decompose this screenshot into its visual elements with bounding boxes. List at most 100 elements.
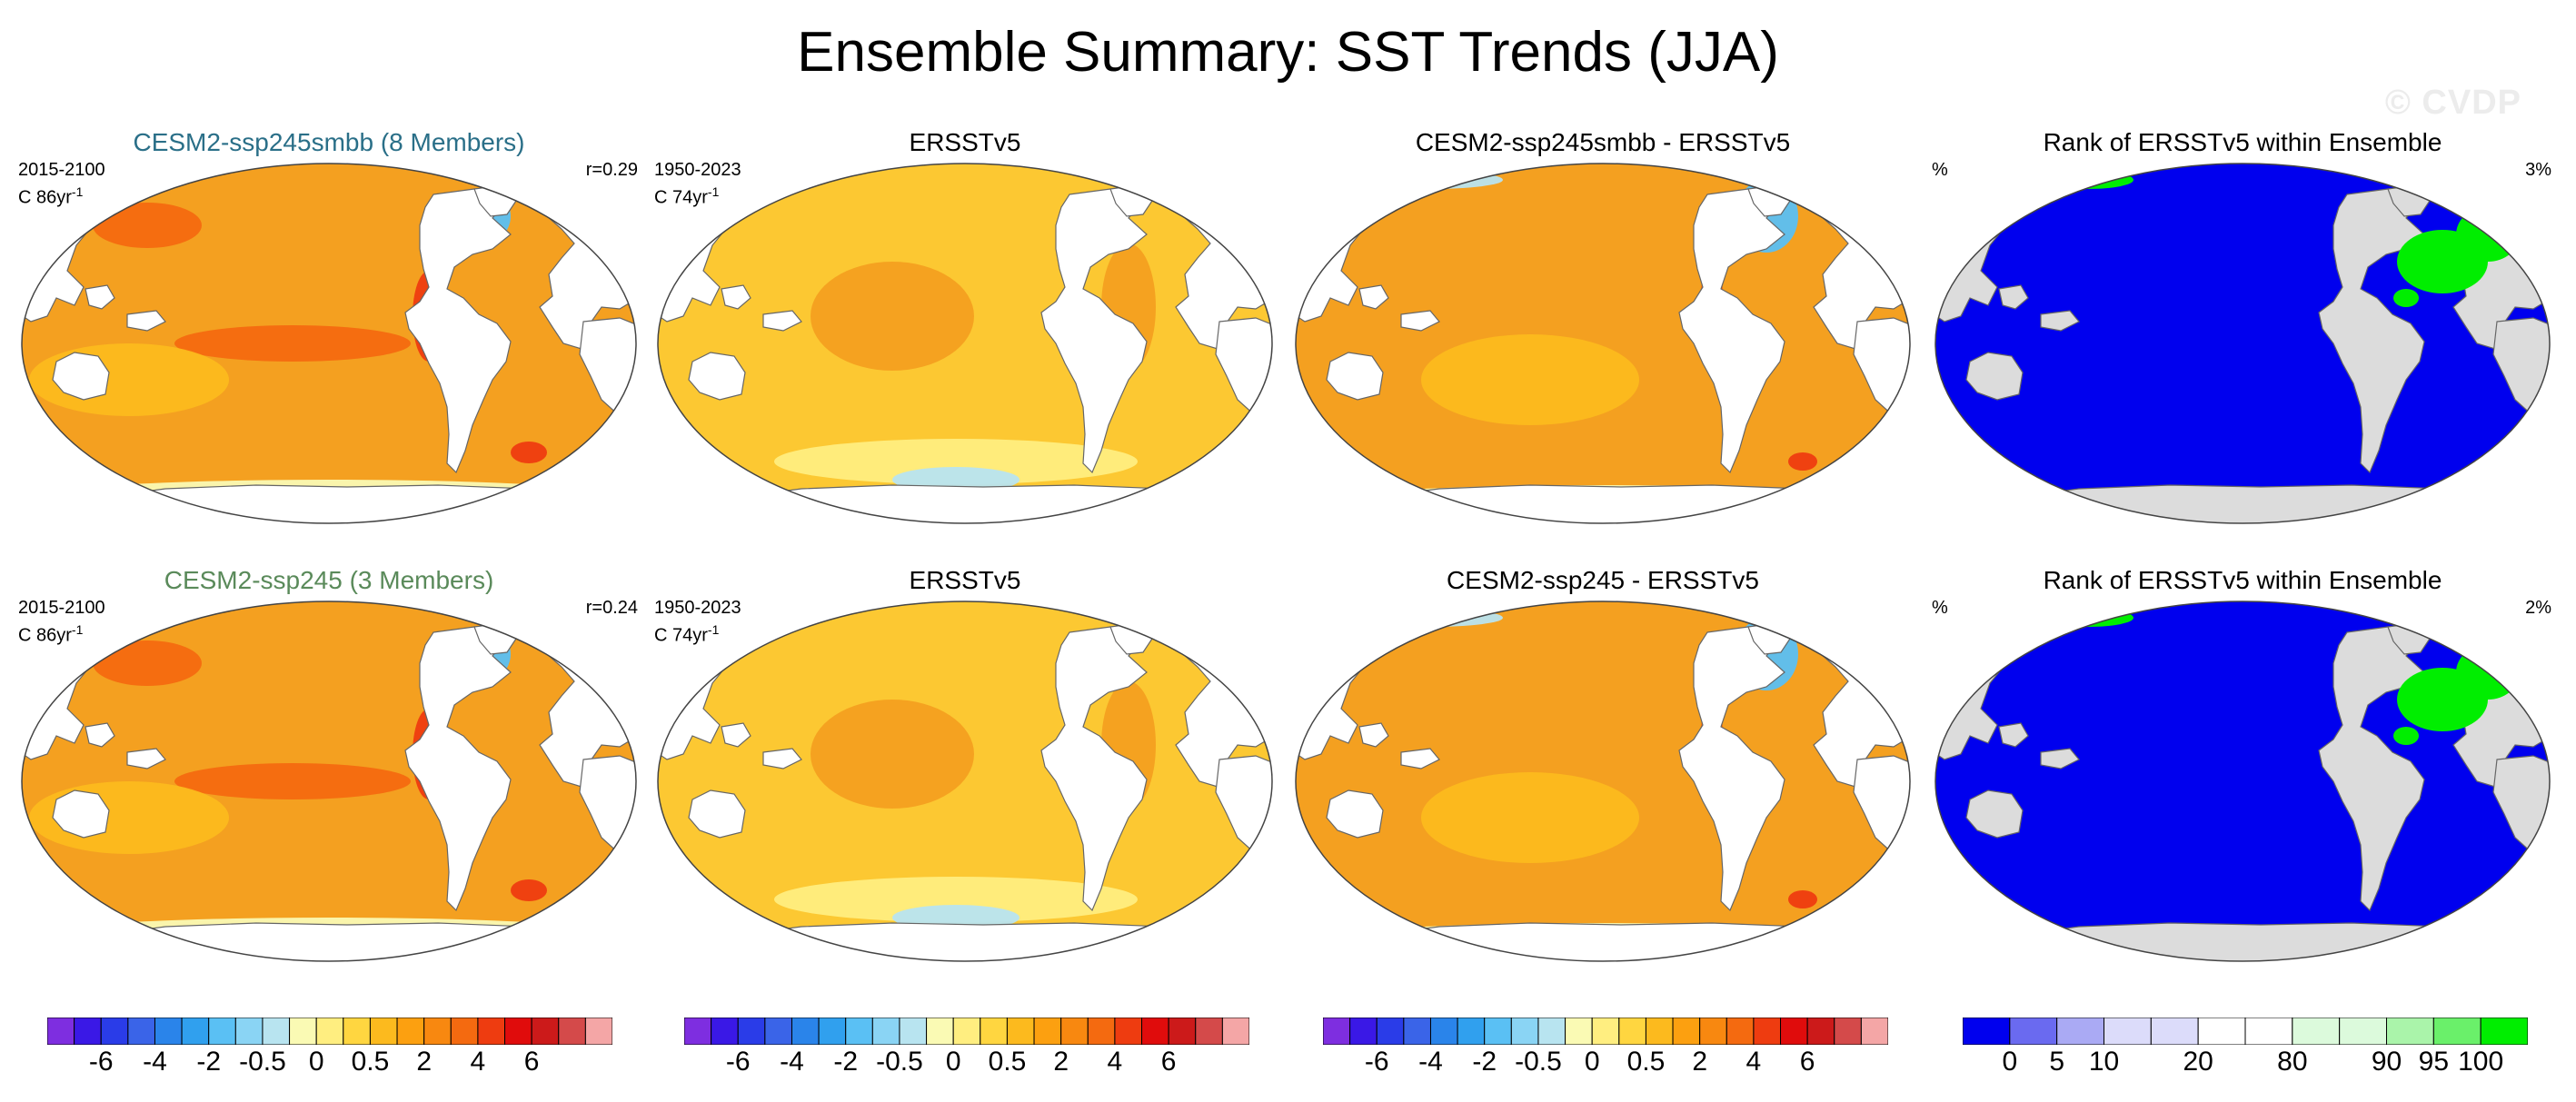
colorbar-swatch (1195, 1017, 1223, 1046)
land-seasia (721, 722, 802, 769)
colorbar-swatch (1349, 1017, 1378, 1046)
land-australia (688, 352, 746, 401)
land-antarctica (1356, 922, 1877, 961)
world-map (1934, 601, 2551, 962)
colorbar-swatch (2244, 1017, 2293, 1046)
panel-title: CESM2-ssp245smbb - ERSSTv5 (1415, 128, 1791, 156)
world-map (21, 163, 637, 524)
trend-patch (774, 877, 1138, 922)
colorbar-tick-label: 6 (1160, 1047, 1177, 1077)
colorbar-swatch (2197, 1017, 2246, 1046)
land-australia (1965, 352, 2024, 401)
world-map (657, 601, 1273, 962)
colorbar-tick-label: 0.5 (351, 1047, 390, 1077)
map-border (1934, 601, 2551, 962)
colorbar-swatch (1033, 1017, 1062, 1046)
colorbar-swatch (1591, 1017, 1620, 1046)
panel-title: Rank of ERSSTv5 within Ensemble (2043, 128, 2442, 156)
colorbar-swatch (791, 1017, 820, 1046)
trend-patch (774, 439, 1138, 484)
world-map (1934, 163, 2551, 524)
colorbar-swatch (2339, 1017, 2387, 1046)
colorbar-swatch (2104, 1017, 2152, 1046)
colorbar-swatch (208, 1017, 236, 1046)
map-border (657, 601, 1273, 962)
colorbar-swatch (181, 1017, 210, 1046)
land-antarctica (718, 922, 1239, 961)
world-map (657, 163, 1273, 524)
colorbar-tick-label: 0.5 (988, 1047, 1027, 1077)
colorbar-swatch (2056, 1017, 2104, 1046)
colorbar-swatch (289, 1017, 317, 1046)
colorbar-swatch (1672, 1017, 1701, 1046)
colorbar-tick-label: 2 (416, 1047, 432, 1077)
trend-patch (811, 700, 974, 809)
units-text: C 74yr (654, 625, 708, 646)
colorbar-swatch (1618, 1017, 1646, 1046)
land-americas (404, 188, 512, 474)
map-border (1295, 163, 1911, 524)
colorbar-swatch (531, 1017, 560, 1046)
trend-patch (174, 763, 411, 799)
colorbar-swatch (845, 1017, 873, 1046)
colorbar-swatch (764, 1017, 792, 1046)
colorbar-swatch (1962, 1017, 2011, 1046)
colorbar-tick-label: -4 (780, 1047, 804, 1077)
colorbar-swatch (1221, 1017, 1250, 1046)
units-text: C 86yr (18, 625, 72, 646)
colorbar-tick-label: -6 (1364, 1047, 1389, 1077)
colorbar-swatch (396, 1017, 425, 1046)
trend-patch (174, 325, 411, 362)
colorbar-trend-1 (46, 1017, 613, 1046)
colorbar-tick-label: 2 (1053, 1047, 1069, 1077)
trend-patch (511, 879, 547, 901)
colorbar-trend-1-labels: -6 -4 -2 -0.5 0 0.5 2 4 6 (47, 1045, 612, 1081)
colorbar-swatch (343, 1017, 371, 1046)
units-exponent: -1 (71, 622, 84, 637)
map-panel-7: CESM2-ssp245 - ERSSTv5 (1285, 565, 1921, 965)
colorbar-swatch (127, 1017, 155, 1046)
colorbar-swatch (683, 1017, 712, 1046)
colorbar-swatch (1645, 1017, 1674, 1046)
colorbar-tick-label: 2 (1692, 1047, 1707, 1077)
panel-title: CESM2-ssp245smbb (8 Members) (133, 128, 525, 156)
map-panel-2: ERSSTv5 1950-2023 C 74yr-1 (647, 127, 1283, 527)
colorbar-swatch (871, 1017, 900, 1046)
colorbar-swatch (1537, 1017, 1566, 1046)
colorbar-swatch (2432, 1017, 2482, 1046)
colorbar-swatch (100, 1017, 129, 1046)
panel-right-label: r=0.29 (585, 160, 638, 180)
colorbar-rank (1962, 1017, 2529, 1046)
colorbar-swatch (315, 1017, 344, 1046)
colorbar-tick-label: -4 (143, 1047, 167, 1077)
land-seasia (1998, 284, 2080, 332)
colorbar-swatch (369, 1017, 398, 1046)
colorbar-tick-label: 10 (2088, 1047, 2120, 1077)
colorbar-svg (683, 1017, 1250, 1046)
units-text: C 86yr (18, 187, 72, 208)
colorbar-swatch (1699, 1017, 1727, 1046)
trend-patch (93, 640, 202, 686)
colorbar-tick-label: -2 (1472, 1047, 1497, 1077)
colorbar-swatch (584, 1017, 613, 1046)
colorbar-swatch (818, 1017, 847, 1046)
map-border (1295, 601, 1911, 962)
land-antarctica (82, 484, 603, 523)
land-antarctica (718, 484, 1239, 523)
land-seasia (1358, 284, 1440, 332)
colorbar-swatch (1484, 1017, 1512, 1046)
colorbar-swatch (899, 1017, 928, 1046)
map-border (21, 601, 637, 962)
panel-left-label: 2015-2100 (18, 598, 105, 618)
colorbar-swatch (1726, 1017, 1755, 1046)
colorbar-swatch (737, 1017, 766, 1046)
colorbar-swatch (154, 1017, 183, 1046)
units-exponent: -1 (71, 184, 84, 199)
panel-left-label: % (1932, 598, 1948, 618)
land-australia (52, 352, 110, 401)
colorbar-tick-label: 0 (308, 1047, 324, 1077)
map-panel-8: Rank of ERSSTv5 within Ensemble% 2% (1925, 565, 2561, 965)
land-australia (52, 789, 110, 839)
map-panel-4: Rank of ERSSTv5 within Ensemble% 3% (1925, 127, 2561, 527)
land-australia (1326, 789, 1384, 839)
